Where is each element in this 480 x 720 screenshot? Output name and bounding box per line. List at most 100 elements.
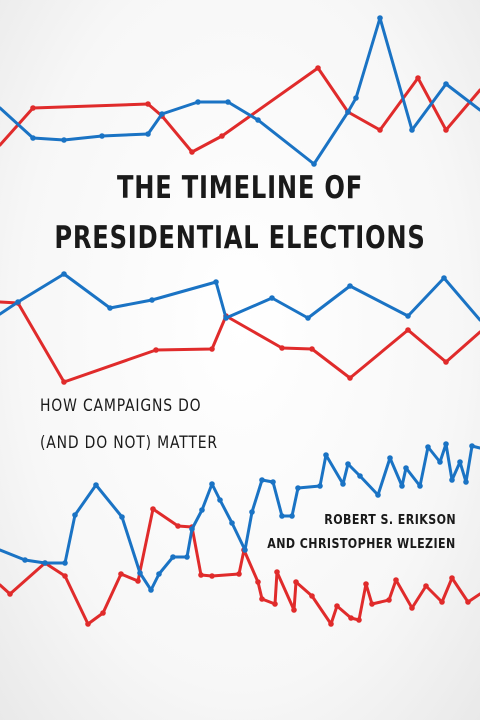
bottom-red-line-point (272, 601, 278, 607)
bottom-red-line-point (236, 571, 242, 577)
top-blue-line-point (311, 161, 317, 167)
top-red-line-point (189, 149, 195, 155)
bottom-blue-line-point (189, 526, 195, 532)
middle-blue-line-path (0, 272, 480, 322)
middle-red-line-point (309, 346, 315, 352)
middle-blue-line-point (269, 295, 275, 301)
bottom-blue-line-point (119, 514, 125, 520)
top-red-line-point (443, 127, 449, 133)
bottom-blue-line-point (148, 587, 154, 593)
bottom-blue-line-point (199, 507, 205, 513)
top-red-line-point (145, 101, 151, 107)
bottom-red-line-point (7, 591, 13, 597)
bottom-red-line-point (85, 621, 91, 627)
bottom-blue-line-point (156, 571, 162, 577)
top-blue-line-point (409, 127, 415, 133)
author-name-1: ROBERT S. ERIKSON (324, 513, 456, 528)
bottom-red-line-point (309, 593, 315, 599)
top-blue-line-point (145, 131, 151, 137)
bottom-red-line-point (62, 573, 68, 579)
bottom-red-line-point (259, 596, 265, 602)
middle-blue-line-point (15, 299, 21, 305)
subtitle-line-2: (AND DO NOT) MATTER (40, 433, 218, 453)
top-red-line-point (315, 65, 321, 71)
bottom-blue-line-point (289, 513, 295, 519)
bottom-blue-line-point (249, 509, 255, 515)
middle-blue-line-point (213, 279, 219, 285)
top-red-line-path (0, 66, 480, 154)
top-blue-line-point (255, 117, 261, 123)
middle-blue-line-point (61, 271, 67, 277)
bottom-blue-line-point (449, 477, 455, 483)
bottom-blue-line-point (242, 547, 248, 553)
bottom-blue-line-point (375, 492, 381, 498)
bottom-red-line-point (209, 573, 215, 579)
title-line-2: PRESIDENTIAL ELECTIONS (54, 220, 426, 256)
bottom-red-line-point (255, 579, 261, 585)
bottom-blue-line-point (317, 483, 323, 489)
middle-blue-line-point (223, 315, 229, 321)
bottom-blue-line-point (259, 477, 265, 483)
bottom-blue-line-point (93, 482, 99, 488)
top-red-line-point (30, 105, 36, 111)
top-blue-line-point (225, 99, 231, 105)
top-blue-line-point (61, 137, 67, 143)
bottom-blue-line-point (340, 481, 346, 487)
bottom-red-line-point (409, 605, 415, 611)
bottom-blue-line-point (295, 485, 301, 491)
top-red-line-point (377, 127, 383, 133)
bottom-red-line-point (291, 607, 297, 613)
top-blue-line-point (345, 109, 351, 115)
bottom-blue-line-point (437, 459, 443, 465)
bottom-blue-line-point (443, 441, 449, 447)
top-blue-line-path (0, 16, 480, 166)
top-blue-line-point (159, 111, 165, 117)
bottom-blue-line-point (170, 554, 176, 560)
bottom-blue-line-point (403, 465, 409, 471)
top-blue-line-point (30, 135, 36, 141)
bottom-blue-line-point (42, 560, 48, 566)
middle-blue-line-point (107, 305, 113, 311)
middle-blue-line-point (149, 297, 155, 303)
bottom-blue-line-point (209, 481, 215, 487)
bottom-blue-line-point (137, 570, 143, 576)
bottom-blue-line-path (0, 442, 480, 592)
bottom-blue-line-point (323, 452, 329, 458)
bottom-red-line-point (328, 621, 334, 627)
bottom-blue-line-point (387, 455, 393, 461)
bottom-red-line-path (0, 507, 480, 626)
bottom-red-line-point (363, 581, 369, 587)
middle-blue-line-point (405, 313, 411, 319)
middle-blue-line-point (347, 283, 353, 289)
bottom-red-line-point (423, 583, 429, 589)
bottom-red-line-point (198, 572, 204, 578)
bottom-blue-line-point (357, 473, 363, 479)
bottom-blue-line-point (22, 557, 28, 563)
middle-red-line-point (153, 347, 159, 353)
middle-red-line-path (0, 300, 480, 384)
top-blue-line-point (195, 99, 201, 105)
bottom-red-line-point (465, 599, 471, 605)
subtitle-line-1: HOW CAMPAIGNS DO (40, 396, 202, 416)
bottom-red-line-point (135, 578, 141, 584)
middle-red-line (0, 300, 480, 385)
bottom-blue-line-point (184, 554, 190, 560)
bottom-red-line-point (369, 601, 375, 607)
bottom-blue-line-point (217, 497, 223, 503)
bottom-blue-line-point (457, 459, 463, 465)
bottom-red-line-point (386, 597, 392, 603)
middle-blue-line-point (305, 315, 311, 321)
top-red-line-point (415, 75, 421, 81)
top-blue-line (0, 15, 480, 167)
middle-blue-line (0, 271, 480, 322)
bottom-red-line-point (334, 603, 340, 609)
bottom-blue-line-point (229, 520, 235, 526)
bottom-blue-line-point (72, 512, 78, 518)
bottom-red-line-point (274, 569, 280, 575)
author-name-2: AND CHRISTOPHER WLEZIEN (267, 537, 456, 552)
middle-red-line-point (443, 359, 449, 365)
bottom-blue-line-point (399, 483, 405, 489)
bottom-red-line-point (356, 617, 362, 623)
bottom-blue-line-point (345, 461, 351, 467)
bottom-red-line-point (348, 615, 354, 621)
